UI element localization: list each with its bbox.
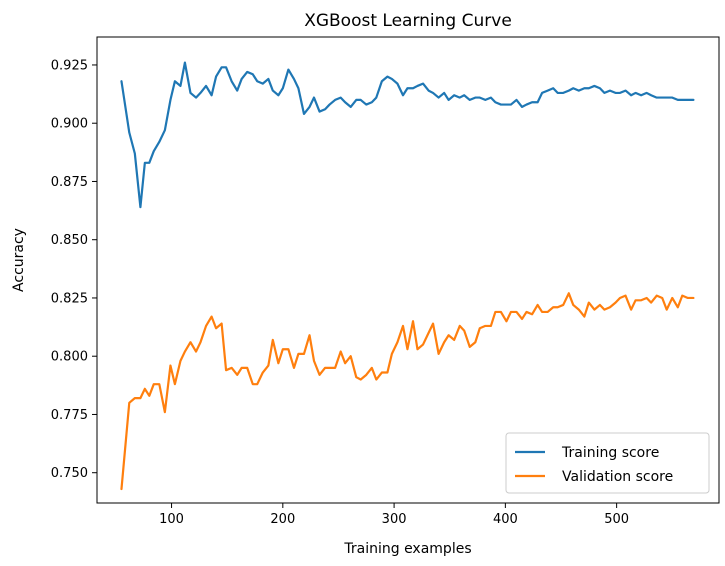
y-tick-label: 0.850 [51, 233, 88, 248]
axes-frame [96, 36, 720, 504]
y-tick-label: 0.775 [51, 408, 88, 423]
training-score-line [120, 61, 695, 209]
y-tick-label: 0.925 [51, 58, 88, 73]
x-axis-label: Training examples [343, 541, 471, 557]
y-tick-label: 0.750 [51, 466, 88, 481]
legend-label-training: Training score [561, 445, 659, 461]
chart-title: XGBoost Learning Curve [304, 11, 512, 31]
legend: Training score Validation score [505, 432, 710, 494]
x-tick-label: 100 [159, 512, 184, 527]
y-tick-label: 0.875 [51, 175, 88, 190]
legend-label-validation: Validation score [562, 469, 673, 485]
y-tick-label: 0.900 [51, 117, 88, 132]
x-tick-label: 200 [270, 512, 295, 527]
validation-score-line [120, 292, 695, 491]
y-axis-label: Accuracy [11, 228, 27, 292]
plot-area: 100 200 300 400 500 0.750 0.775 0.800 0.825 0.850… [51, 36, 720, 527]
x-tick-label: 500 [604, 512, 629, 527]
legend-box [505, 432, 710, 494]
x-tick-label: 300 [382, 512, 407, 527]
y-tick-label: 0.800 [51, 350, 88, 365]
x-tick-label: 400 [493, 512, 518, 527]
y-tick-label: 0.825 [51, 291, 88, 306]
